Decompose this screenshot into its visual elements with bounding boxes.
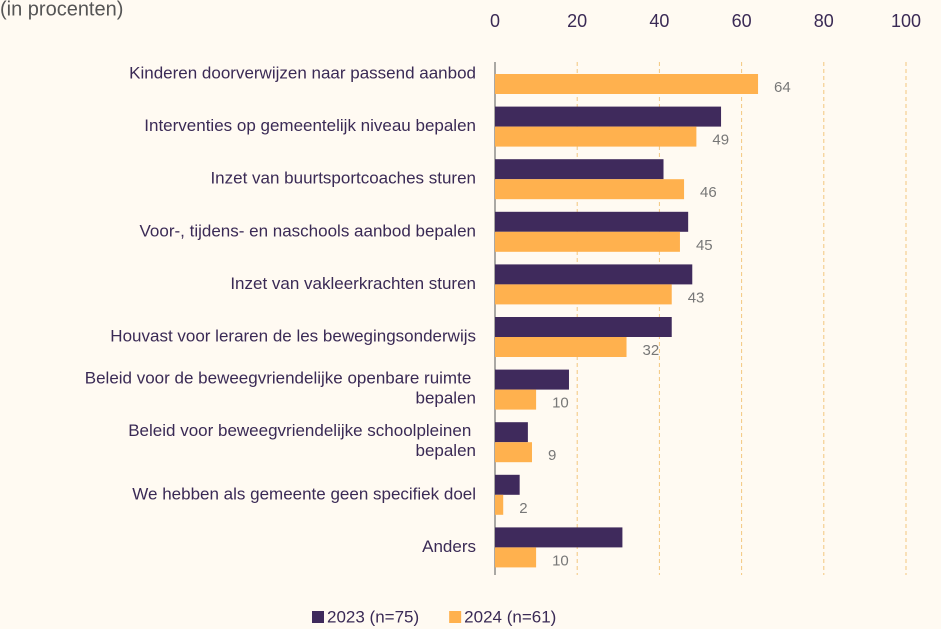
bar [495, 547, 537, 568]
category-label: Kinderen doorverwijzen naar passend aanb… [129, 63, 476, 82]
legend-label: 2023 (n=75) [327, 607, 419, 626]
category-label: We hebben als gemeente geen specifiek do… [132, 484, 476, 503]
bar [495, 126, 697, 147]
bar [495, 389, 537, 410]
bar [495, 474, 520, 495]
value-label: 2 [519, 500, 527, 517]
bar [495, 231, 680, 252]
x-tick-label: 100 [891, 11, 921, 31]
value-label: 32 [643, 342, 660, 359]
category-label: Houvast voor leraren de les bewegingsond… [110, 326, 476, 345]
value-label: 10 [552, 552, 569, 569]
chart-title: (in procenten) [0, 0, 123, 20]
bar [495, 527, 623, 548]
value-label: 10 [552, 395, 569, 412]
value-label: 45 [696, 237, 713, 254]
bar [495, 211, 689, 232]
value-label: 64 [774, 79, 791, 96]
category-label: Inzet van vakleerkrachten sturen [230, 274, 476, 293]
bar [495, 369, 569, 390]
legend-label: 2024 (n=61) [464, 607, 556, 626]
label-line: Beleid voor de beweegvriendelijke openba… [85, 369, 476, 388]
label-line: bepalen [415, 389, 476, 408]
category-label: Anders [422, 537, 476, 556]
bar [495, 264, 693, 285]
bar [495, 337, 627, 357]
category-label: Beleid voor beweegvriendelijke schoolple… [128, 422, 476, 461]
legend-swatch [449, 611, 462, 623]
bar [495, 494, 504, 515]
category-label: Beleid voor de beweegvriendelijke openba… [85, 369, 476, 408]
x-tick-label: 40 [649, 11, 669, 31]
x-tick-label: 80 [814, 11, 834, 31]
bar [495, 159, 664, 180]
value-label: 49 [712, 132, 729, 149]
category-label: Inzet van buurtsportcoaches sturen [210, 169, 476, 188]
bar [495, 284, 672, 305]
x-tick-label: 20 [567, 11, 587, 31]
label-line: Beleid voor beweegvriendelijke schoolple… [128, 422, 476, 441]
bar [495, 179, 685, 200]
bar [495, 106, 722, 127]
x-tick-label: 0 [490, 11, 500, 31]
x-tick-label: 60 [732, 11, 752, 31]
legend-swatch [312, 611, 324, 623]
bar [495, 74, 759, 94]
value-label: 9 [548, 447, 556, 464]
bar [495, 422, 528, 443]
value-label: 43 [688, 289, 705, 306]
category-label: Voor-, tijdens- en naschools aanbod bepa… [140, 221, 476, 240]
bar [495, 317, 672, 337]
bar [495, 442, 532, 463]
value-label: 46 [700, 184, 717, 201]
label-line: bepalen [415, 442, 476, 461]
category-label: Interventies op gemeentelijk niveau bepa… [144, 116, 476, 135]
